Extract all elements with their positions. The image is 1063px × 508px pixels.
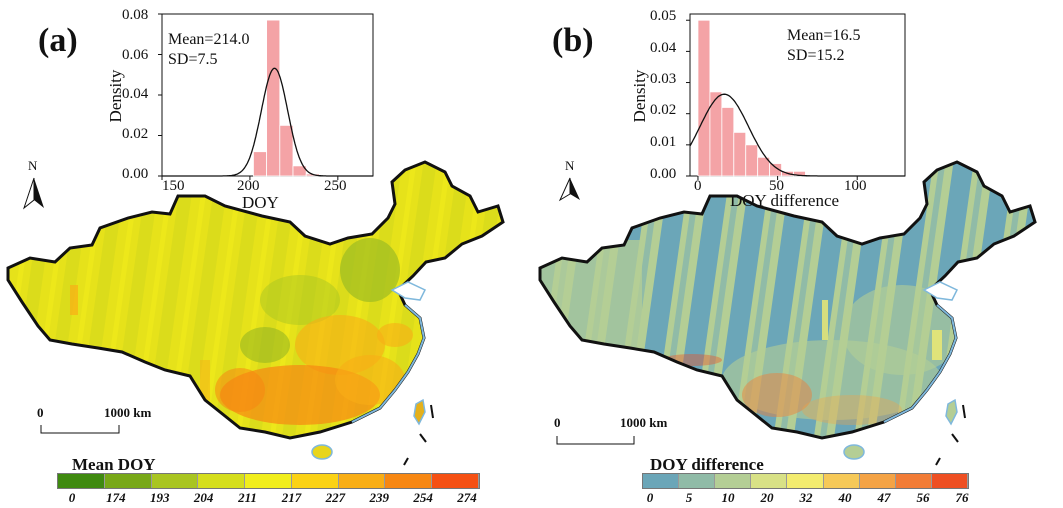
north-arrow <box>22 177 44 210</box>
legend-value: 47 <box>877 490 891 505</box>
legend-title-b: DOY difference <box>650 455 764 474</box>
legend-value: 5 <box>685 490 693 505</box>
legend-value: 211 <box>238 490 257 505</box>
legend-swatch <box>104 474 152 488</box>
y-tick-a-3: 0.06 <box>122 47 149 63</box>
legend-value: 204 <box>193 490 214 505</box>
histogram-bar-a-2 <box>279 124 294 177</box>
panel-b: 0 1000 km N (b) Mean=16.5 SD=15.2 0 50 1… <box>532 0 1063 508</box>
histogram-bar-b-3 <box>733 131 747 177</box>
panel-a: 0 1000 km N (a) Mean=214.0 SD=7.5 150 20… <box>0 0 531 508</box>
y-tick-a-1: 0.02 <box>122 126 149 142</box>
y-tick-b-1: 0.01 <box>650 134 677 150</box>
legend-swatch <box>823 474 860 488</box>
legend-value: 217 <box>281 490 302 505</box>
histogram-bar-a-3 <box>292 165 307 177</box>
histogram-bar-a-1 <box>266 19 281 177</box>
y-tick-b-5: 0.05 <box>650 8 677 24</box>
legend-swatch <box>198 474 246 488</box>
x-axis-title-a: DOY <box>242 193 279 212</box>
legend-swatch <box>679 474 716 488</box>
x-tick-a-2: 250 <box>324 178 347 194</box>
legend-swatch <box>895 474 932 488</box>
density-curve-b <box>689 93 905 177</box>
legend-bar-a <box>57 473 480 489</box>
legend-title-a: Mean DOY <box>72 455 156 474</box>
legend-swatch <box>151 474 199 488</box>
north-label-a: N <box>28 158 38 173</box>
legend-swatch <box>931 474 968 488</box>
histogram-bar-b-0 <box>697 19 711 177</box>
legend-value: 56 <box>916 490 930 505</box>
hist-mean-b: Mean=16.5 <box>787 27 861 44</box>
legend-value: 274 <box>457 490 477 505</box>
y-tick-a-4: 0.08 <box>122 7 149 23</box>
x-tick-b-2: 100 <box>844 178 867 194</box>
legend-swatch <box>245 474 292 488</box>
legend-swatch <box>291 474 339 488</box>
histogram-a <box>158 13 374 180</box>
legend-value: 40 <box>838 490 852 505</box>
scale-start-a: 0 <box>37 405 44 420</box>
hist-mean-a: Mean=214.0 <box>168 31 250 48</box>
y-tick-b-0: 0.00 <box>650 166 677 182</box>
legend-swatch <box>338 474 386 488</box>
legend-value: 0 <box>68 490 76 505</box>
histogram-b <box>686 13 906 180</box>
legend-value: 193 <box>150 490 170 505</box>
legend-value: 10 <box>721 490 735 505</box>
histogram-bar-b-4 <box>745 144 759 177</box>
legend-swatch <box>58 474 105 488</box>
histogram-bar-b-2 <box>721 107 735 177</box>
y-tick-b-2: 0.02 <box>650 102 677 118</box>
scale-start-b: 0 <box>554 415 561 430</box>
panel-label-a: (a) <box>38 22 78 59</box>
histogram-bar-a-0 <box>253 151 268 177</box>
x-tick-b-0: 0 <box>694 178 702 194</box>
scale-end-b: 1000 km <box>620 415 668 430</box>
y-axis-title-a: Density <box>106 69 125 123</box>
legend-swatch <box>787 474 824 488</box>
north-arrow <box>558 177 580 202</box>
legend-value: 20 <box>760 490 774 505</box>
north-label-b: N <box>565 158 575 173</box>
scale-end-a: 1000 km <box>104 405 152 420</box>
legend-value: 254 <box>413 490 433 505</box>
map-b <box>538 160 1037 466</box>
map-a <box>6 160 505 466</box>
legend-bar-b <box>642 473 969 489</box>
y-tick-a-0: 0.00 <box>122 166 149 182</box>
legend-value: 174 <box>106 490 126 505</box>
legend-swatch <box>859 474 896 488</box>
x-axis-title-b: DOY difference <box>730 191 840 210</box>
histogram-bar-b-6 <box>769 163 782 177</box>
legend-value: 32 <box>799 490 813 505</box>
legend-value: 76 <box>955 490 969 505</box>
hist-sd-a: SD=7.5 <box>168 51 218 68</box>
legend-swatch <box>385 474 433 488</box>
y-tick-b-4: 0.04 <box>650 40 677 56</box>
legend-value: 0 <box>646 490 654 505</box>
legend-swatch <box>715 474 752 488</box>
x-tick-a-0: 150 <box>162 178 185 194</box>
legend-swatch <box>432 474 480 488</box>
x-tick-a-1: 200 <box>237 178 260 194</box>
legend-swatch <box>751 474 788 488</box>
legend-swatch <box>643 474 680 488</box>
panel-label-b: (b) <box>552 22 594 59</box>
y-tick-b-3: 0.03 <box>650 71 677 87</box>
x-tick-b-1: 50 <box>769 178 784 194</box>
legend-value: 227 <box>325 490 346 505</box>
legend-value: 239 <box>369 490 389 505</box>
y-axis-title-b: Density <box>630 69 649 123</box>
hist-sd-b: SD=15.2 <box>787 47 845 64</box>
y-tick-a-2: 0.04 <box>122 86 149 102</box>
